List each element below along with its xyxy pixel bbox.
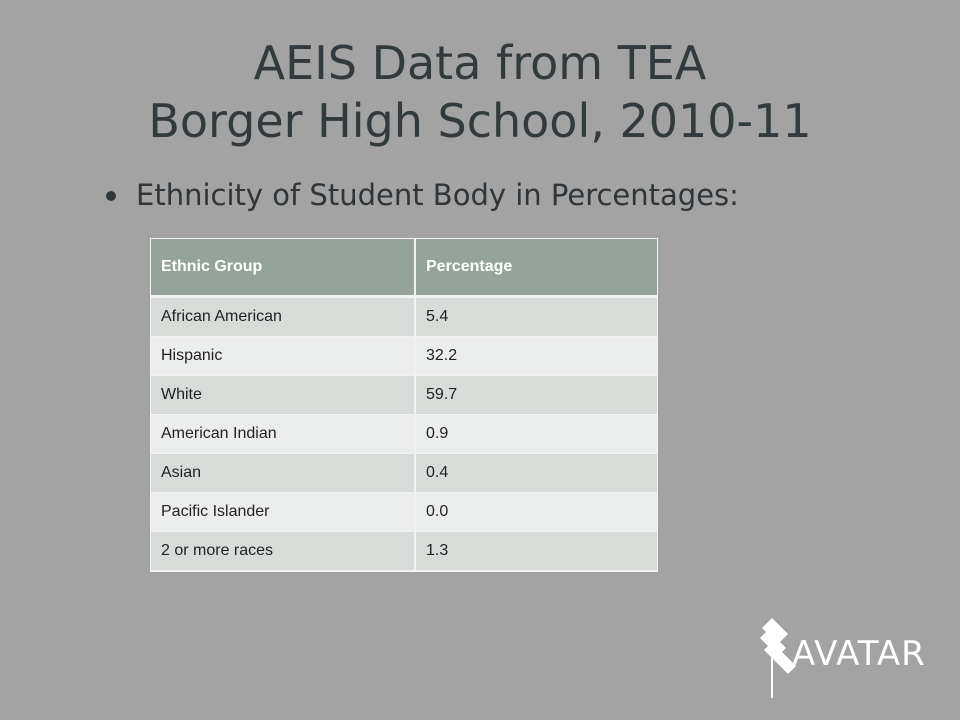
cell-percentage: 59.7 <box>415 375 657 415</box>
cell-percentage: 1.3 <box>415 531 657 571</box>
avatar-logo: AVATAR <box>758 614 938 700</box>
cell-percentage: 5.4 <box>415 296 657 337</box>
table-header-row: Ethnic Group Percentage <box>151 239 657 298</box>
cell-percentage: 0.9 <box>415 414 657 454</box>
slide-title: AEIS Data from TEA Borger High School, 2… <box>0 34 960 150</box>
cell-ethnic-group: African American <box>151 296 416 337</box>
ethnicity-table: Ethnic Group Percentage African American… <box>151 239 657 571</box>
title-line-2: Borger High School, 2010-11 <box>148 94 812 148</box>
cell-ethnic-group: Hispanic <box>151 336 416 376</box>
cell-ethnic-group: White <box>151 375 416 415</box>
bullet-item: Ethnicity of Student Body in Percentages… <box>106 178 739 212</box>
header-percentage: Percentage <box>415 239 657 298</box>
bullet-icon <box>106 191 116 201</box>
logo-text: AVATAR <box>792 634 926 674</box>
table-row: Asian 0.4 <box>151 453 657 493</box>
header-ethnic-group: Ethnic Group <box>151 239 416 298</box>
table-row: 2 or more races 1.3 <box>151 531 657 571</box>
table-row: White 59.7 <box>151 375 657 415</box>
bullet-text: Ethnicity of Student Body in Percentages… <box>136 178 739 212</box>
cell-percentage: 0.4 <box>415 453 657 493</box>
table-row: Hispanic 32.2 <box>151 336 657 376</box>
cell-percentage: 0.0 <box>415 492 657 532</box>
cell-percentage: 32.2 <box>415 336 657 376</box>
avatar-logo-icon <box>760 618 796 698</box>
cell-ethnic-group: Pacific Islander <box>151 492 416 532</box>
cell-ethnic-group: Asian <box>151 453 416 493</box>
table-row: African American 5.4 <box>151 296 657 337</box>
cell-ethnic-group: 2 or more races <box>151 531 416 571</box>
table-row: American Indian 0.9 <box>151 414 657 454</box>
title-line-1: AEIS Data from TEA <box>253 36 707 90</box>
table-row: Pacific Islander 0.0 <box>151 492 657 532</box>
cell-ethnic-group: American Indian <box>151 414 416 454</box>
